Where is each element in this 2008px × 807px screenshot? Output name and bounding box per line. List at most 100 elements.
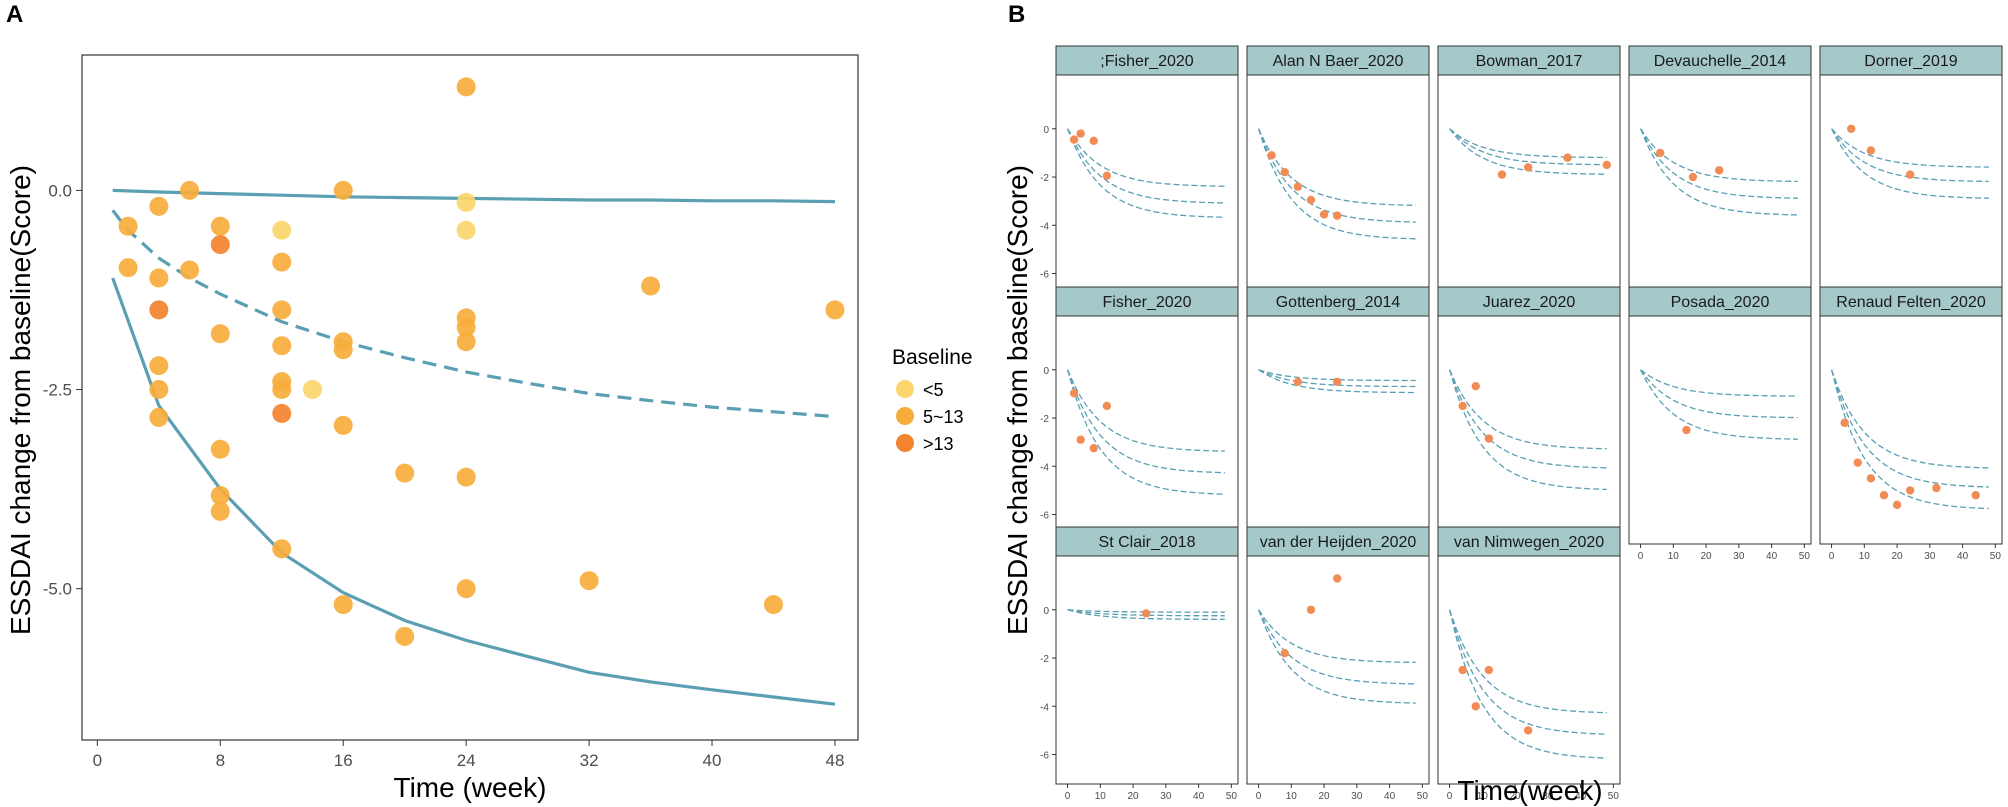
data-point-mid: [210, 501, 230, 521]
x-tick-label: 10: [1286, 791, 1298, 802]
data-point-mid: [456, 579, 476, 599]
legend-title: Baseline: [892, 346, 973, 369]
facet-strip: [1437, 45, 1621, 76]
facet-dorner-2019: Dorner_2019: [1819, 45, 2003, 304]
x-tick-label: 50: [1226, 791, 1238, 802]
x-tick-label: 20: [1701, 551, 1713, 562]
facet-data-point: [1892, 500, 1902, 510]
facet-curve-2: [1258, 369, 1416, 394]
panel-b-y-axis-title: ESSDAI change from baseline(Score): [1002, 165, 1033, 635]
x-tick-label: 8: [216, 751, 225, 770]
x-tick-label: 10: [1668, 551, 1680, 562]
facet-title: van der Heijden_2020: [1260, 534, 1417, 551]
facet-data-point: [1688, 172, 1698, 182]
x-tick-label: 50: [1608, 791, 1620, 802]
facet-data-point: [1484, 665, 1494, 675]
x-tick-label: 32: [580, 751, 599, 770]
facet-frame: [1246, 555, 1430, 785]
facet-title: Dorner_2019: [1864, 53, 1958, 70]
facet-title: Renaud Felten_2020: [1836, 294, 1986, 311]
x-tick-label: 0: [1829, 551, 1835, 562]
facet-strip: [1819, 45, 2003, 76]
facet-curve-1: [1830, 369, 1989, 488]
facet-frame: [1437, 74, 1621, 304]
x-tick-label: 50: [1990, 551, 2002, 562]
x-tick-label: 0: [1638, 551, 1644, 562]
panel-a: A 0 8 16 24 32 40 48 0.0 -2.5 -5.0 Time (week) ES…: [5, 1, 973, 803]
data-point-mid: [333, 340, 353, 360]
facet-data-point: [1656, 148, 1665, 158]
data-point-mid: [272, 300, 292, 320]
facet-data-point: [1879, 491, 1889, 500]
x-tick-label: 40: [1384, 791, 1396, 802]
y-tick-label: -4: [1040, 702, 1049, 713]
x-tick-label: 0: [1256, 791, 1262, 802]
facet-frame: [1819, 315, 2003, 545]
facet-data-point: [1458, 401, 1467, 411]
facet-alan-n-baer-2020: Alan N Baer_2020: [1246, 45, 1430, 304]
facet-data-point: [1602, 160, 1612, 170]
facet-strip: [1055, 286, 1239, 317]
facet-curve-1: [1066, 369, 1225, 474]
facet-data-point: [1280, 168, 1289, 177]
facet-frame: [1628, 315, 1812, 545]
facet-fisher-2020: Fisher_2020 0 -2 -4 -6: [1040, 286, 1239, 545]
y-tick-label: -2: [1040, 414, 1049, 425]
x-tick-label: 24: [457, 751, 476, 770]
panel-a-plot-area: 0 8 16 24 32 40 48 0.0 -2.5 -5.0: [43, 54, 859, 770]
facet-title: Posada_2020: [1671, 294, 1770, 311]
facet-data-point: [1682, 425, 1691, 435]
facet-data-point: [1471, 702, 1480, 711]
x-tick-label: 40: [1193, 791, 1205, 802]
data-point-mid: [210, 216, 230, 236]
facet-data-point: [1076, 129, 1085, 138]
legend-key-mid: [896, 407, 914, 425]
facet-data-point: [1497, 170, 1507, 179]
data-point-mid: [395, 626, 415, 646]
x-tick-label: 10: [1095, 791, 1107, 802]
facet-data-point: [1293, 377, 1303, 387]
data-point-mid: [210, 439, 230, 459]
facet-data-point: [1971, 491, 1980, 500]
legend: Baseline <5 5~13 >13: [892, 346, 973, 454]
data-point-mid: [210, 324, 230, 344]
facet-data-point: [1332, 574, 1342, 583]
x-tick-label: 48: [825, 751, 844, 770]
x-tick-label: 30: [1542, 791, 1554, 802]
facet-strip: [1246, 286, 1430, 317]
legend-key-low: [896, 380, 914, 398]
facet-frame: [1055, 315, 1239, 545]
panel-b-facets: ;Fisher_2020 0 -2 -4 -6 Alan N Baer_2020 Bowma…: [1040, 45, 2003, 802]
data-point-mid: [272, 252, 292, 272]
facet-title: Gottenberg_2014: [1276, 294, 1401, 311]
data-point-mid: [579, 571, 599, 591]
facet-posada-2020: Posada_2020 0 10 20 30 40 50: [1628, 286, 1812, 562]
facet-data-point: [1840, 418, 1849, 428]
facet-data-point: [1089, 136, 1098, 146]
facet-curve-1: [1640, 128, 1798, 199]
y-tick-label: -4: [1040, 221, 1049, 232]
facet-title: Devauchelle_2014: [1654, 53, 1787, 70]
facet-data-point: [1714, 166, 1724, 175]
facet-frame: [1437, 315, 1621, 545]
x-tick-label: 40: [1766, 551, 1778, 562]
facet-strip: [1628, 286, 1812, 317]
facet-curve-0: [1067, 128, 1225, 187]
legend-label-low: <5: [923, 380, 944, 400]
facet-curve-2: [1066, 369, 1225, 495]
data-point-mid: [149, 407, 169, 427]
facet-curve-1: [1640, 369, 1798, 419]
facet-strip: [1246, 526, 1430, 557]
facet-data-point: [1932, 483, 1941, 493]
panel-b: B ;Fisher_2020 0 -2 -4 -6 Alan N Baer_2020 Bow…: [1002, 1, 2003, 806]
facet-strip: [1055, 45, 1239, 76]
facet-frame: [1055, 555, 1239, 785]
x-tick-label: 30: [1160, 791, 1172, 802]
facet-data-point: [1847, 124, 1856, 133]
x-tick-label: 10: [1477, 791, 1489, 802]
data-point-mid: [825, 300, 845, 320]
data-point-mid: [118, 258, 138, 278]
facet-strip: [1819, 286, 2003, 317]
y-tick-label: -2.5: [43, 381, 72, 400]
